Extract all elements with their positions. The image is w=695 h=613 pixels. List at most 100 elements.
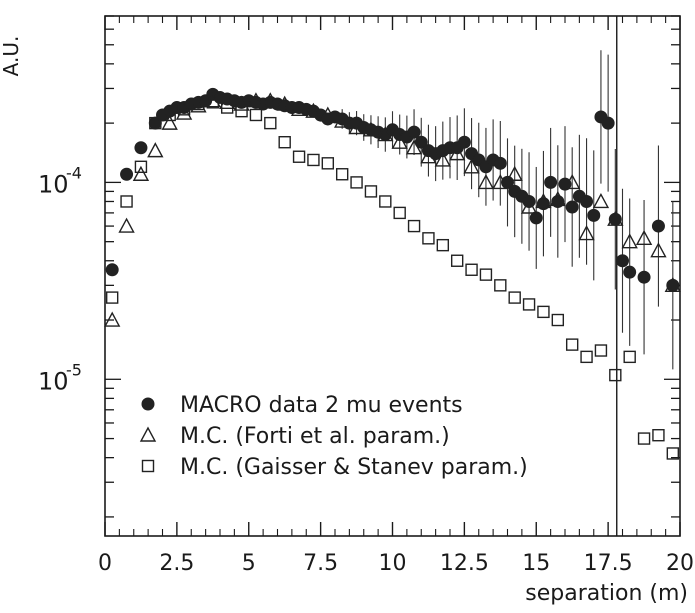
data-point: [132, 165, 150, 181]
data-point: [621, 233, 638, 249]
data-point: [651, 219, 665, 233]
data-point: [134, 160, 148, 174]
legend-marker: [141, 397, 155, 411]
data-point: [601, 116, 615, 130]
data-point: [565, 200, 579, 214]
data-point: [463, 158, 480, 174]
data-point: [650, 242, 667, 258]
x-tick-label: 12.5: [440, 551, 489, 576]
data-point: [609, 368, 622, 382]
data-point: [262, 92, 279, 108]
x-tick-label: 5: [242, 551, 256, 576]
data-point: [535, 193, 552, 209]
data-point: [377, 126, 394, 142]
data-point: [508, 291, 521, 304]
legend-entry-label: M.C. (Gaisser & Stanev param.): [180, 455, 528, 480]
data-point: [465, 263, 478, 276]
data-point: [204, 92, 221, 108]
data-point: [407, 125, 421, 139]
data-point: [434, 151, 451, 167]
y-tick-label: 10: [38, 170, 69, 198]
data-point: [580, 350, 593, 364]
data-point: [494, 279, 507, 292]
data-point: [362, 121, 380, 137]
y-axis-label: A.U.: [0, 36, 23, 77]
data-point: [564, 173, 581, 190]
data-point: [264, 116, 277, 130]
data-point: [537, 305, 550, 319]
data-point: [348, 119, 365, 135]
legend-entry-label: MACRO data 2 mu events: [180, 393, 463, 418]
data-point: [206, 96, 220, 109]
data-point: [379, 195, 392, 208]
data-point: [544, 175, 558, 189]
data-point: [422, 232, 435, 245]
data-point: [407, 219, 421, 233]
x-tick-label: 0: [98, 551, 112, 576]
data-point: [177, 103, 191, 116]
data-point: [587, 208, 601, 222]
data-point: [616, 254, 629, 268]
data-point: [477, 173, 495, 190]
data-point: [393, 206, 406, 220]
data-point: [335, 168, 349, 181]
data-point: [578, 225, 595, 241]
data-point: [652, 429, 665, 442]
series-open-square: [105, 96, 680, 460]
data-point: [247, 92, 265, 108]
data-point: [190, 97, 207, 113]
data-point: [233, 95, 250, 111]
data-point: [666, 447, 680, 460]
data-point: [664, 276, 681, 293]
data-point: [290, 100, 308, 117]
data-point: [350, 176, 363, 189]
data-point: [637, 270, 651, 284]
data-point: [592, 193, 610, 209]
legend-entry-label: M.C. (Forti et al. param.): [180, 424, 450, 449]
data-point: [391, 133, 408, 149]
data-point: [623, 350, 636, 364]
data-point: [493, 156, 507, 170]
data-point: [147, 142, 164, 158]
data-point: [520, 198, 538, 214]
series-open-triangle: [104, 92, 681, 327]
legend-marker: [141, 459, 155, 473]
data-point: [522, 194, 536, 208]
data-point: [134, 141, 148, 155]
data-point: [307, 153, 320, 167]
data-point: [305, 102, 322, 118]
data-point: [449, 145, 466, 161]
data-point: [175, 104, 193, 120]
x-tick-label: 10: [379, 551, 407, 576]
data-point: [105, 263, 119, 277]
data-point: [334, 112, 351, 128]
series-layer: [104, 50, 681, 460]
data-point: [457, 135, 471, 149]
data-point: [479, 268, 493, 281]
data-point: [220, 101, 234, 114]
data-point: [529, 211, 543, 225]
x-axis-label: separation (m): [525, 581, 688, 606]
data-point: [580, 194, 594, 208]
data-point: [607, 210, 624, 226]
x-tick-label: 7.5: [303, 551, 338, 576]
data-point: [549, 190, 566, 207]
data-point: [118, 217, 135, 233]
data-point: [558, 177, 572, 191]
data-point: [420, 148, 437, 164]
data-point: [105, 291, 119, 304]
data-point: [163, 108, 176, 122]
x-tick-label: 15: [522, 551, 550, 576]
data-point: [161, 114, 178, 130]
data-point: [104, 311, 121, 327]
data-point: [450, 254, 464, 267]
x-tick-label: 2.5: [159, 551, 194, 576]
data-point: [321, 157, 335, 170]
data-point: [551, 313, 565, 327]
data-point: [192, 97, 205, 111]
data-point: [149, 116, 162, 130]
data-point: [436, 238, 450, 252]
data-point: [594, 344, 608, 357]
